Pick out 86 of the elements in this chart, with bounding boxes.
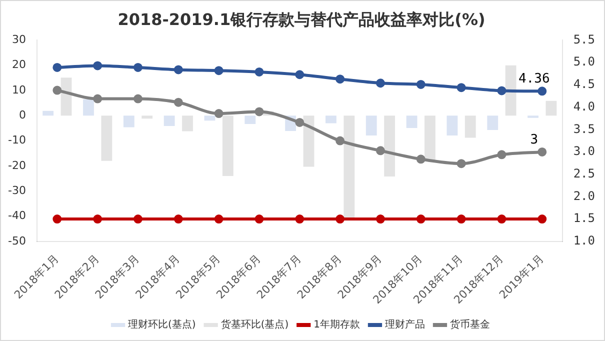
point — [93, 94, 102, 104]
bar — [446, 116, 458, 136]
y2-tick-label: 3.0 — [573, 144, 596, 158]
y-tick-label: 30 — [12, 33, 26, 46]
y2-tick-label: 2.0 — [573, 188, 596, 203]
y2-tick-label: 1.5 — [573, 211, 596, 226]
y2-tick-label: 5.5 — [573, 32, 596, 46]
y2-tick-label: 4.0 — [573, 99, 596, 114]
point — [254, 107, 264, 116]
point — [336, 214, 345, 224]
point — [497, 150, 506, 160]
point — [133, 214, 142, 224]
point — [93, 214, 102, 224]
point — [538, 86, 547, 96]
point — [174, 65, 183, 74]
bar — [222, 116, 234, 176]
point — [93, 61, 102, 70]
bar — [182, 116, 193, 132]
bar — [487, 116, 498, 130]
y-tick-label: -50 — [8, 234, 26, 248]
point — [416, 80, 426, 89]
bar — [83, 99, 94, 116]
bar — [326, 116, 336, 124]
bar — [303, 116, 314, 167]
y2-tick-label: 2.5 — [573, 166, 596, 180]
point — [497, 86, 506, 96]
point — [133, 94, 142, 104]
point — [174, 214, 183, 224]
legend-label: 1年期存款 — [314, 318, 360, 331]
bar — [101, 116, 112, 161]
data-label: 3 — [530, 132, 538, 148]
point — [416, 154, 426, 164]
y-tick-label: -30 — [8, 184, 26, 197]
y-tick-label: -20 — [8, 158, 26, 172]
bar — [204, 116, 216, 121]
y-tick-label: -10 — [8, 134, 26, 147]
point — [416, 214, 426, 224]
bar — [123, 116, 134, 128]
bar — [464, 116, 476, 138]
legend-label: 理财环比(基点) — [128, 318, 196, 331]
point — [497, 214, 506, 224]
bar — [546, 100, 557, 116]
y2-tick-label: 1.0 — [573, 234, 596, 248]
bar — [384, 116, 396, 177]
point — [376, 214, 385, 224]
y-tick-label: -40 — [8, 209, 26, 222]
y2-tick-label: 3.5 — [573, 122, 596, 136]
point — [456, 159, 466, 168]
y2-tick-label: 5.0 — [573, 54, 596, 69]
y2-tick-label: 4.5 — [573, 77, 596, 92]
bar — [424, 116, 436, 160]
point — [52, 86, 62, 95]
bar — [505, 65, 516, 116]
point — [214, 109, 224, 118]
point — [295, 214, 304, 224]
point — [214, 214, 224, 224]
y-tick-label: 0 — [18, 108, 26, 122]
point — [456, 214, 466, 224]
bar — [406, 116, 418, 128]
point — [376, 146, 385, 156]
point — [295, 118, 304, 127]
point — [214, 66, 224, 76]
point — [254, 67, 264, 76]
point — [254, 214, 264, 224]
bar — [42, 110, 54, 116]
point — [456, 83, 466, 92]
data-label: 4.36 — [518, 72, 550, 87]
legend-label: 理财产品 — [384, 318, 425, 331]
bar — [164, 116, 175, 126]
point — [336, 136, 345, 146]
y-tick-label: 10 — [12, 83, 26, 96]
legend-label: 货基环比(基点) — [220, 318, 289, 331]
chart-title: 2018-2019.1银行存款与替代产品收益率对比(%) — [118, 10, 486, 29]
bar — [244, 116, 256, 124]
point — [538, 214, 547, 224]
point — [295, 70, 304, 80]
point — [336, 74, 345, 84]
point — [52, 214, 62, 224]
y-tick-label: 20 — [12, 58, 26, 72]
point — [376, 78, 385, 88]
point — [538, 147, 547, 156]
point — [174, 98, 183, 107]
point — [133, 62, 142, 72]
legend-label: 货币基金 — [450, 318, 490, 331]
point — [52, 62, 62, 72]
bar — [366, 116, 377, 136]
